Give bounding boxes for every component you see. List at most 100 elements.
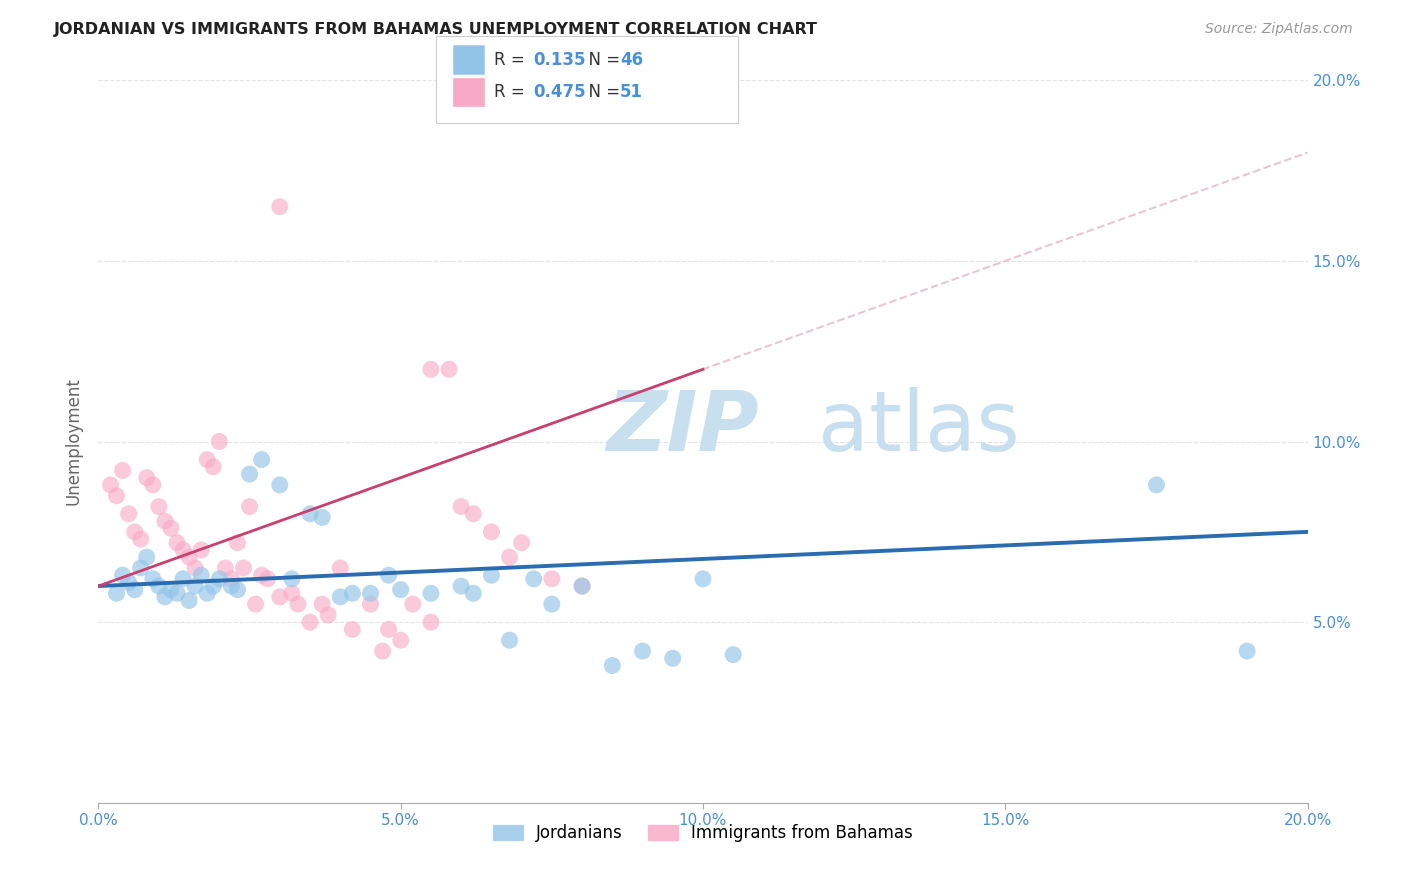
Point [124, 582, 146, 597]
Point [269, 478, 291, 492]
Y-axis label: Unemployment: Unemployment [65, 377, 83, 506]
Point [631, 644, 654, 658]
Point [269, 590, 291, 604]
Point [202, 459, 225, 474]
Point [498, 633, 520, 648]
Point [723, 648, 745, 662]
Text: R =: R = [494, 51, 530, 69]
Text: atlas: atlas [818, 386, 1019, 467]
Point [571, 579, 593, 593]
Point [540, 597, 562, 611]
Point [420, 586, 443, 600]
Point [571, 579, 593, 593]
Point [226, 535, 249, 549]
Text: N =: N = [578, 83, 626, 101]
Point [437, 362, 460, 376]
Point [105, 586, 128, 600]
Point [153, 514, 176, 528]
Point [311, 597, 333, 611]
Point [135, 550, 157, 565]
Point [377, 568, 399, 582]
Point [166, 586, 188, 600]
Point [195, 452, 218, 467]
Point [360, 586, 382, 600]
Point [269, 200, 291, 214]
Point [371, 644, 394, 658]
Point [208, 572, 231, 586]
Point [232, 561, 254, 575]
Point [281, 572, 304, 586]
Point [463, 507, 485, 521]
Point [190, 568, 212, 582]
Point [540, 572, 562, 586]
Point [510, 535, 533, 549]
Point [190, 542, 212, 557]
Point [299, 615, 322, 630]
Point [420, 362, 443, 376]
Text: N =: N = [578, 51, 626, 69]
Point [523, 572, 546, 586]
Point [661, 651, 683, 665]
Point [166, 535, 188, 549]
Point [389, 582, 412, 597]
Point [129, 532, 152, 546]
Point [481, 568, 503, 582]
Text: Source: ZipAtlas.com: Source: ZipAtlas.com [1205, 22, 1353, 37]
Text: ZIP: ZIP [606, 386, 759, 467]
Legend: Jordanians, Immigrants from Bahamas: Jordanians, Immigrants from Bahamas [486, 817, 920, 848]
Point [692, 572, 714, 586]
Point [281, 586, 304, 600]
Point [245, 597, 267, 611]
Point [202, 579, 225, 593]
Point [329, 590, 352, 604]
Point [250, 568, 273, 582]
Point [208, 434, 231, 449]
Text: R =: R = [494, 83, 530, 101]
Text: JORDANIAN VS IMMIGRANTS FROM BAHAMAS UNEMPLOYMENT CORRELATION CHART: JORDANIAN VS IMMIGRANTS FROM BAHAMAS UNE… [53, 22, 817, 37]
Point [1144, 478, 1167, 492]
Point [226, 582, 249, 597]
Point [142, 572, 165, 586]
Point [481, 524, 503, 539]
Point [148, 500, 170, 514]
Text: 0.135: 0.135 [533, 51, 585, 69]
Point [402, 597, 425, 611]
Point [111, 568, 134, 582]
Point [1236, 644, 1258, 658]
Text: 46: 46 [620, 51, 643, 69]
Point [602, 658, 624, 673]
Point [184, 561, 207, 575]
Point [221, 572, 243, 586]
Point [450, 579, 472, 593]
Point [256, 572, 278, 586]
Point [316, 607, 339, 622]
Point [389, 633, 412, 648]
Point [450, 500, 472, 514]
Point [329, 561, 352, 575]
Point [160, 521, 183, 535]
Point [135, 471, 157, 485]
Point [179, 550, 201, 565]
Point [342, 586, 364, 600]
Point [311, 510, 333, 524]
Point [124, 524, 146, 539]
Point [498, 550, 520, 565]
Point [420, 615, 443, 630]
Point [142, 478, 165, 492]
Point [250, 452, 273, 467]
Point [214, 561, 236, 575]
Point [160, 582, 183, 597]
Point [360, 597, 382, 611]
Point [129, 561, 152, 575]
Point [221, 579, 243, 593]
Point [153, 590, 176, 604]
Point [195, 586, 218, 600]
Point [342, 623, 364, 637]
Point [100, 478, 122, 492]
Point [377, 623, 399, 637]
Point [148, 579, 170, 593]
Point [179, 593, 201, 607]
Point [239, 500, 262, 514]
Point [299, 507, 322, 521]
Point [118, 575, 141, 590]
